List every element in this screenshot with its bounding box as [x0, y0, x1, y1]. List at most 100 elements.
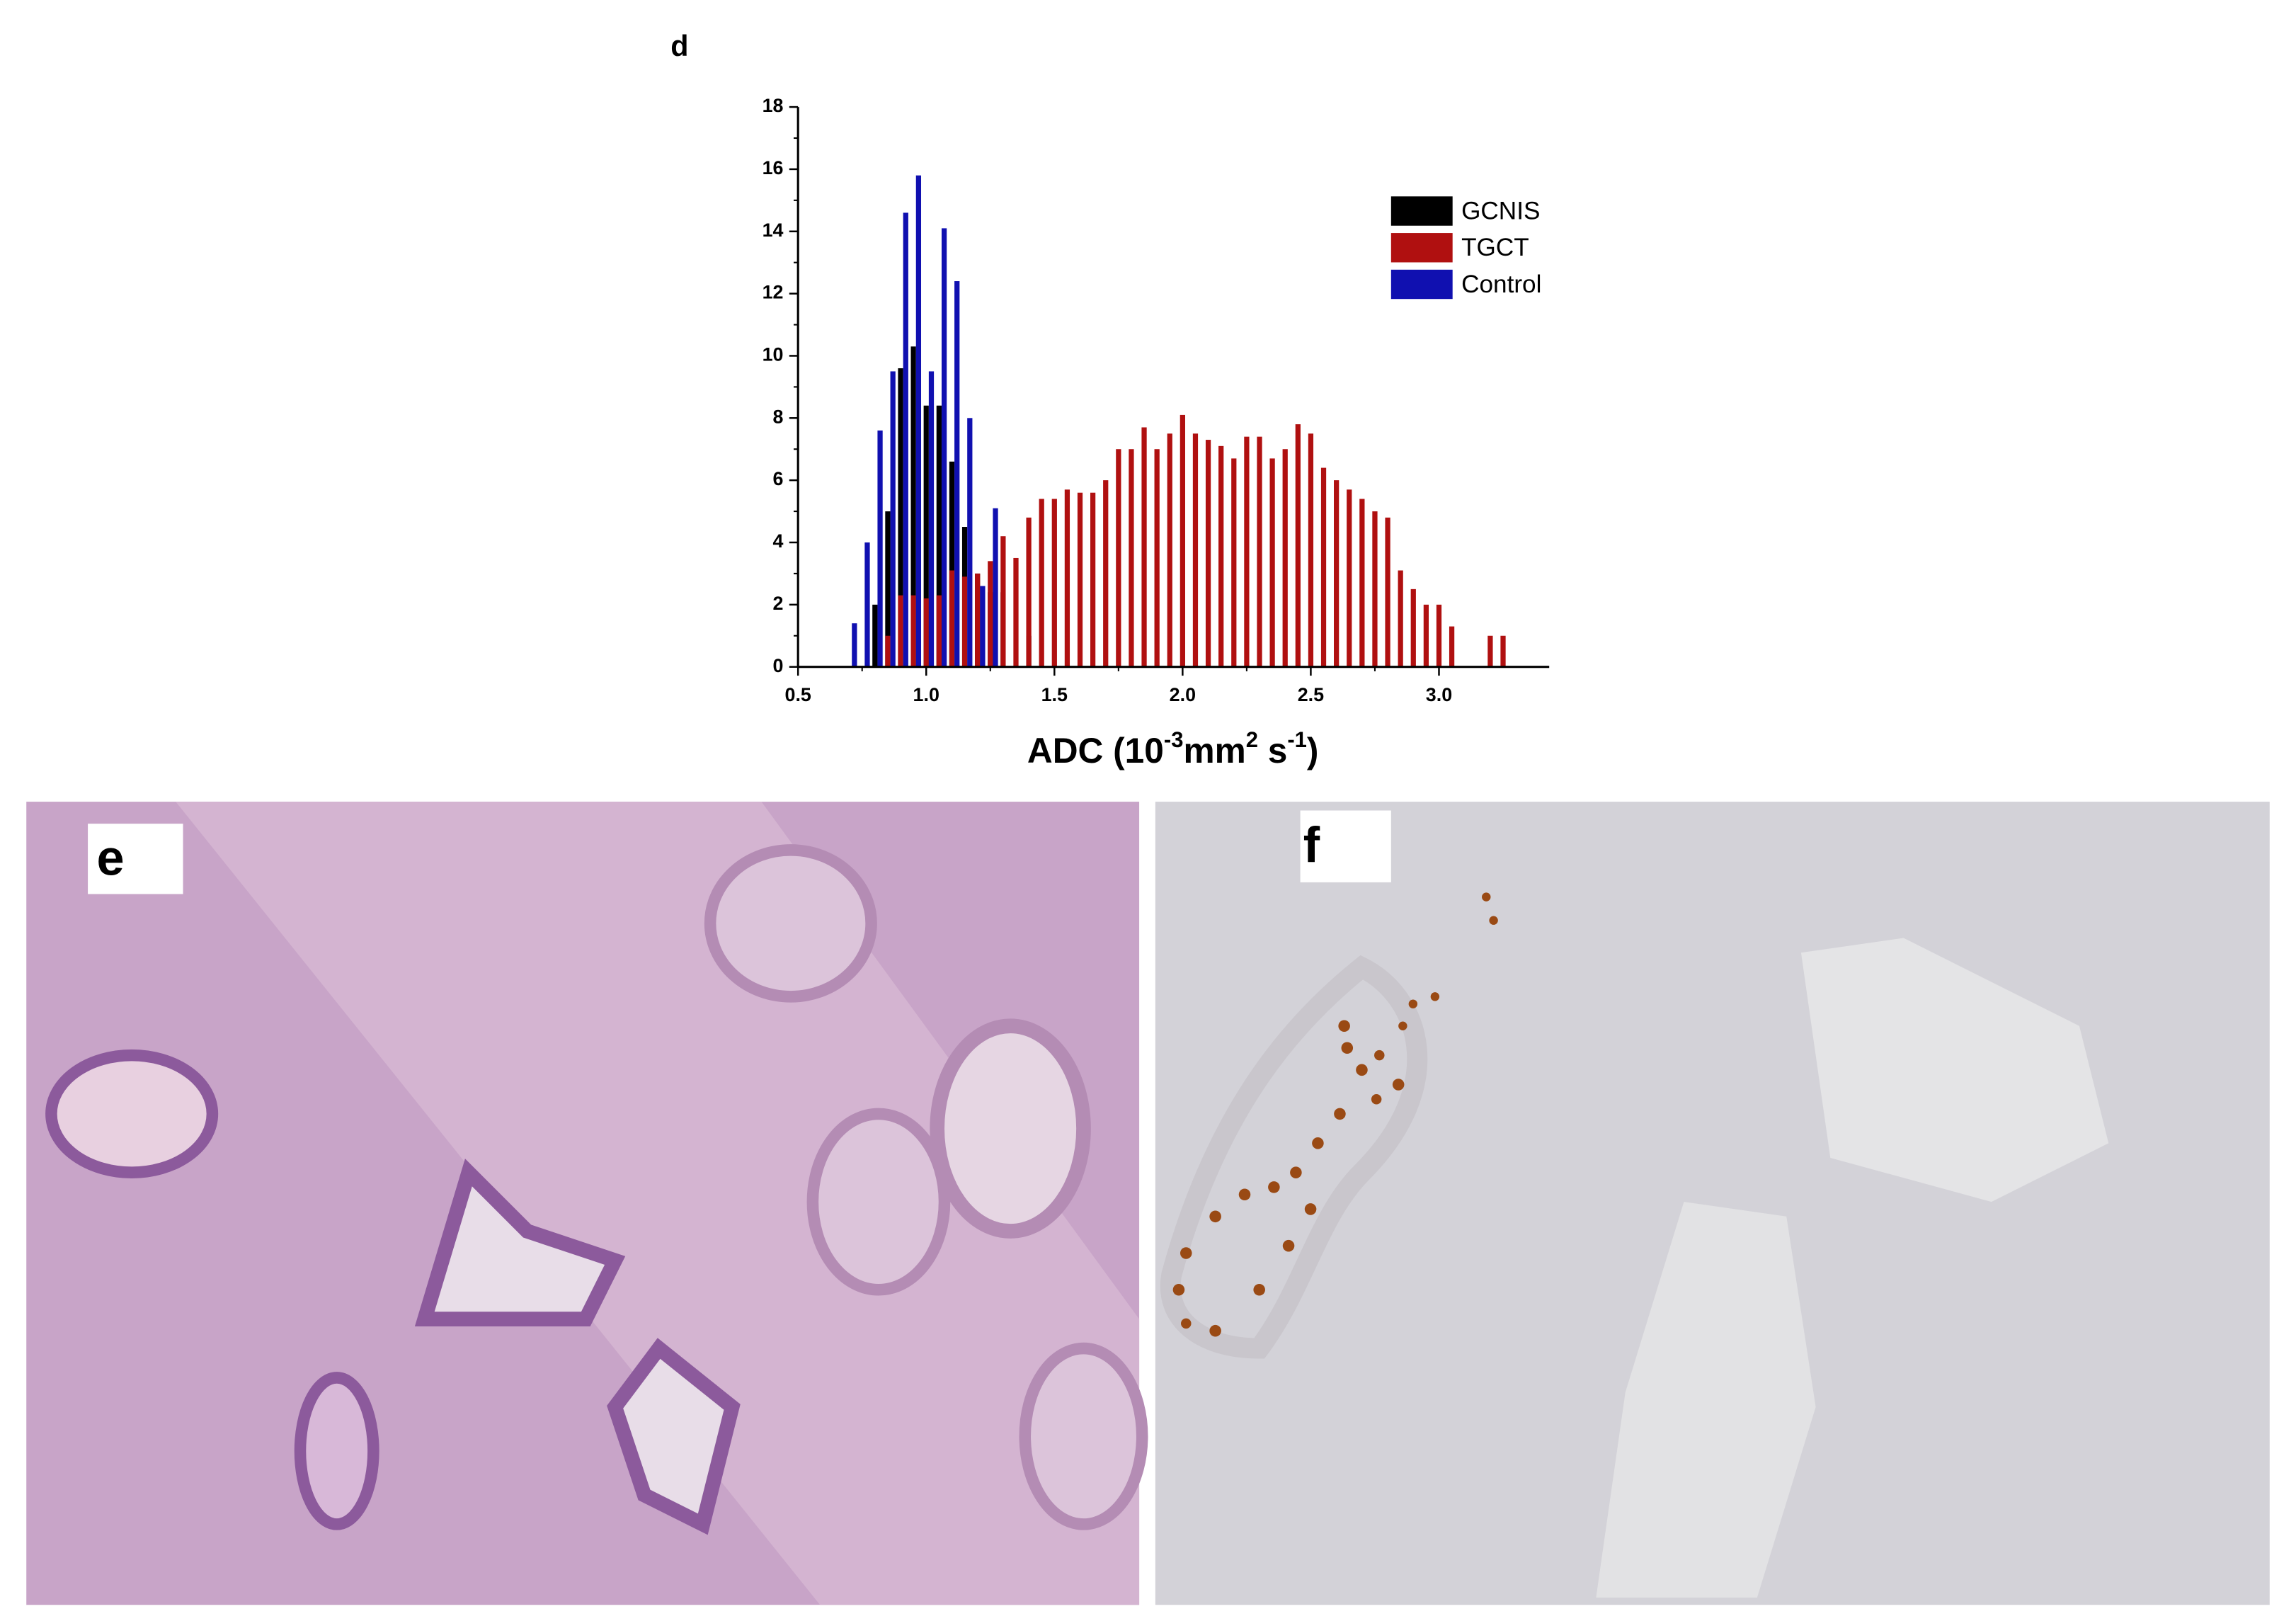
x-tick-label: 3.0 [1426, 684, 1452, 705]
bar [1064, 489, 1070, 667]
legend-swatch [1390, 196, 1453, 226]
y-tick-label: 16 [763, 157, 784, 178]
x-axis-label-part: ADC (10 [1027, 731, 1164, 770]
bar [967, 418, 973, 667]
bar [885, 511, 891, 667]
bar [936, 595, 942, 667]
photo-f: f [1155, 802, 2270, 1605]
bar [1129, 449, 1134, 667]
y-tick-label: 14 [763, 220, 784, 241]
bar [928, 371, 935, 667]
bar [949, 461, 955, 667]
bar [1141, 427, 1147, 667]
bar [1295, 424, 1301, 667]
bar [1500, 635, 1506, 667]
legend-label: GCNIS [1461, 197, 1540, 224]
x-tick-label: 1.5 [1041, 684, 1068, 705]
bar [1013, 557, 1019, 667]
tubule [806, 1108, 951, 1296]
bar [988, 561, 993, 667]
x-tick-label: 1.0 [913, 684, 939, 705]
tissue-band [176, 802, 1140, 1605]
bar [954, 281, 960, 667]
bar [993, 508, 998, 667]
y-tick-label: 4 [773, 530, 784, 552]
bar [1192, 433, 1199, 667]
x-tick-label: 0.5 [785, 684, 811, 705]
bar [864, 542, 870, 667]
bar [1359, 499, 1365, 667]
bar [1423, 604, 1429, 667]
bar [949, 570, 955, 667]
bar [1218, 445, 1224, 667]
panel-label: e [97, 829, 125, 885]
bar [1398, 570, 1403, 667]
bar [1269, 458, 1275, 667]
bar [923, 405, 929, 667]
y-tick-label: 18 [763, 95, 784, 116]
gland [45, 1049, 219, 1178]
bar [898, 368, 903, 667]
bar [903, 212, 908, 667]
bar [910, 346, 916, 667]
panel-label: d [670, 30, 688, 62]
bar [1090, 492, 1096, 667]
lumen [1596, 1202, 1816, 1598]
x-axis-label-part: 2 [1246, 727, 1258, 752]
bar [1000, 536, 1006, 667]
bar [1154, 449, 1160, 667]
x-axis-label-part: ) [1307, 731, 1319, 770]
bar [1449, 626, 1455, 667]
bar [961, 576, 968, 667]
bar [1347, 489, 1352, 667]
bar [1180, 414, 1185, 667]
bar [1410, 588, 1416, 667]
x-axis-label-part: -3 [1164, 727, 1184, 752]
x-tick-label: 2.0 [1170, 684, 1196, 705]
y-tick-label: 2 [773, 593, 784, 614]
bar [1051, 499, 1057, 667]
y-tick-label: 0 [773, 655, 784, 676]
bar [975, 573, 981, 667]
bar [877, 430, 883, 667]
bar [1103, 480, 1109, 667]
x-tick-label: 2.5 [1298, 684, 1324, 705]
label-box [88, 824, 183, 894]
bar [1436, 604, 1442, 667]
y-tick-label: 10 [763, 344, 784, 365]
bar [1205, 440, 1211, 667]
x-axis-label-part: -1 [1287, 727, 1307, 752]
bar [1077, 492, 1083, 667]
tubule [1019, 1342, 1148, 1530]
lumen [1800, 938, 2109, 1202]
bar [1487, 635, 1493, 667]
tubule [930, 1018, 1091, 1239]
bar [1026, 517, 1032, 667]
y-tick-label: 8 [773, 406, 784, 427]
gland [414, 1159, 626, 1327]
legend-swatch [1390, 269, 1453, 300]
bar [1320, 467, 1327, 667]
bar [1167, 433, 1172, 667]
y-tick-label: 12 [763, 282, 784, 303]
y-tick-label: 6 [773, 468, 784, 489]
bar [885, 635, 891, 667]
bar [1116, 449, 1121, 667]
x-axis-label-part: mm [1183, 731, 1245, 770]
bar [923, 598, 929, 667]
bar [890, 371, 896, 667]
bar [852, 623, 857, 667]
x-axis-label-part: s [1258, 731, 1287, 770]
bar [872, 604, 878, 667]
photo-e: e [26, 802, 1148, 1605]
bar [1372, 511, 1378, 667]
tubule [1160, 955, 1428, 1359]
legend-swatch [1390, 233, 1453, 263]
panel-label: f [1303, 817, 1320, 872]
bar [941, 228, 947, 667]
tubule [704, 844, 877, 1003]
bar [1257, 436, 1262, 667]
gland [607, 1338, 741, 1535]
